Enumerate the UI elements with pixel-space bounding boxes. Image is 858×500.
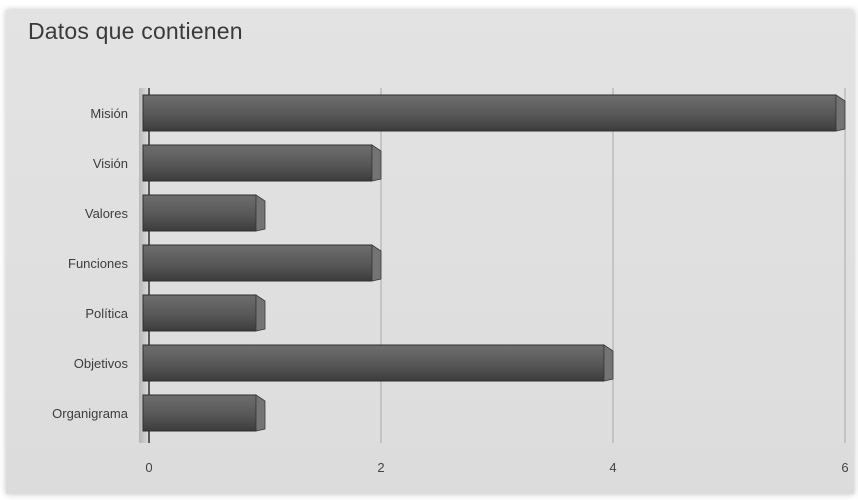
category-label: Visión [93,156,128,171]
bar-front-face [142,294,257,332]
bar-front-face [142,94,837,132]
bar [142,244,382,282]
bar-side-face [603,344,614,382]
chart-title: Datos que contienen [28,18,243,44]
category-label: Objetivos [74,356,129,371]
bar [142,344,614,382]
bar-front-face [142,344,605,382]
x-tick-label: 0 [145,460,152,475]
bar-side-face [255,294,266,332]
category-label: Organigrama [52,406,129,421]
bar-front-face [142,194,257,232]
x-tick-label: 2 [377,460,384,475]
category-label: Funciones [68,256,128,271]
bar-side-face [371,144,382,182]
bar-side-face [255,394,266,432]
bar-front-face [142,144,373,182]
x-tick-label: 4 [609,460,616,475]
bar-front-face [142,244,373,282]
category-label: Política [85,306,128,321]
category-label: Misión [90,106,128,121]
bars [142,94,846,432]
category-label: Valores [85,206,129,221]
bar [142,144,382,182]
bar-side-face [371,244,382,282]
bar [142,394,266,432]
bar [142,194,266,232]
x-axis-ticks: 0 2 4 6 [145,460,848,475]
category-labels: Misión Visión Valores Funciones Política Obje… [52,106,129,421]
bar [142,94,846,132]
x-tick-label: 6 [841,460,848,475]
bar-side-face [835,94,846,132]
bar-front-face [142,394,257,432]
bar-side-face [255,194,266,232]
bar [142,294,266,332]
